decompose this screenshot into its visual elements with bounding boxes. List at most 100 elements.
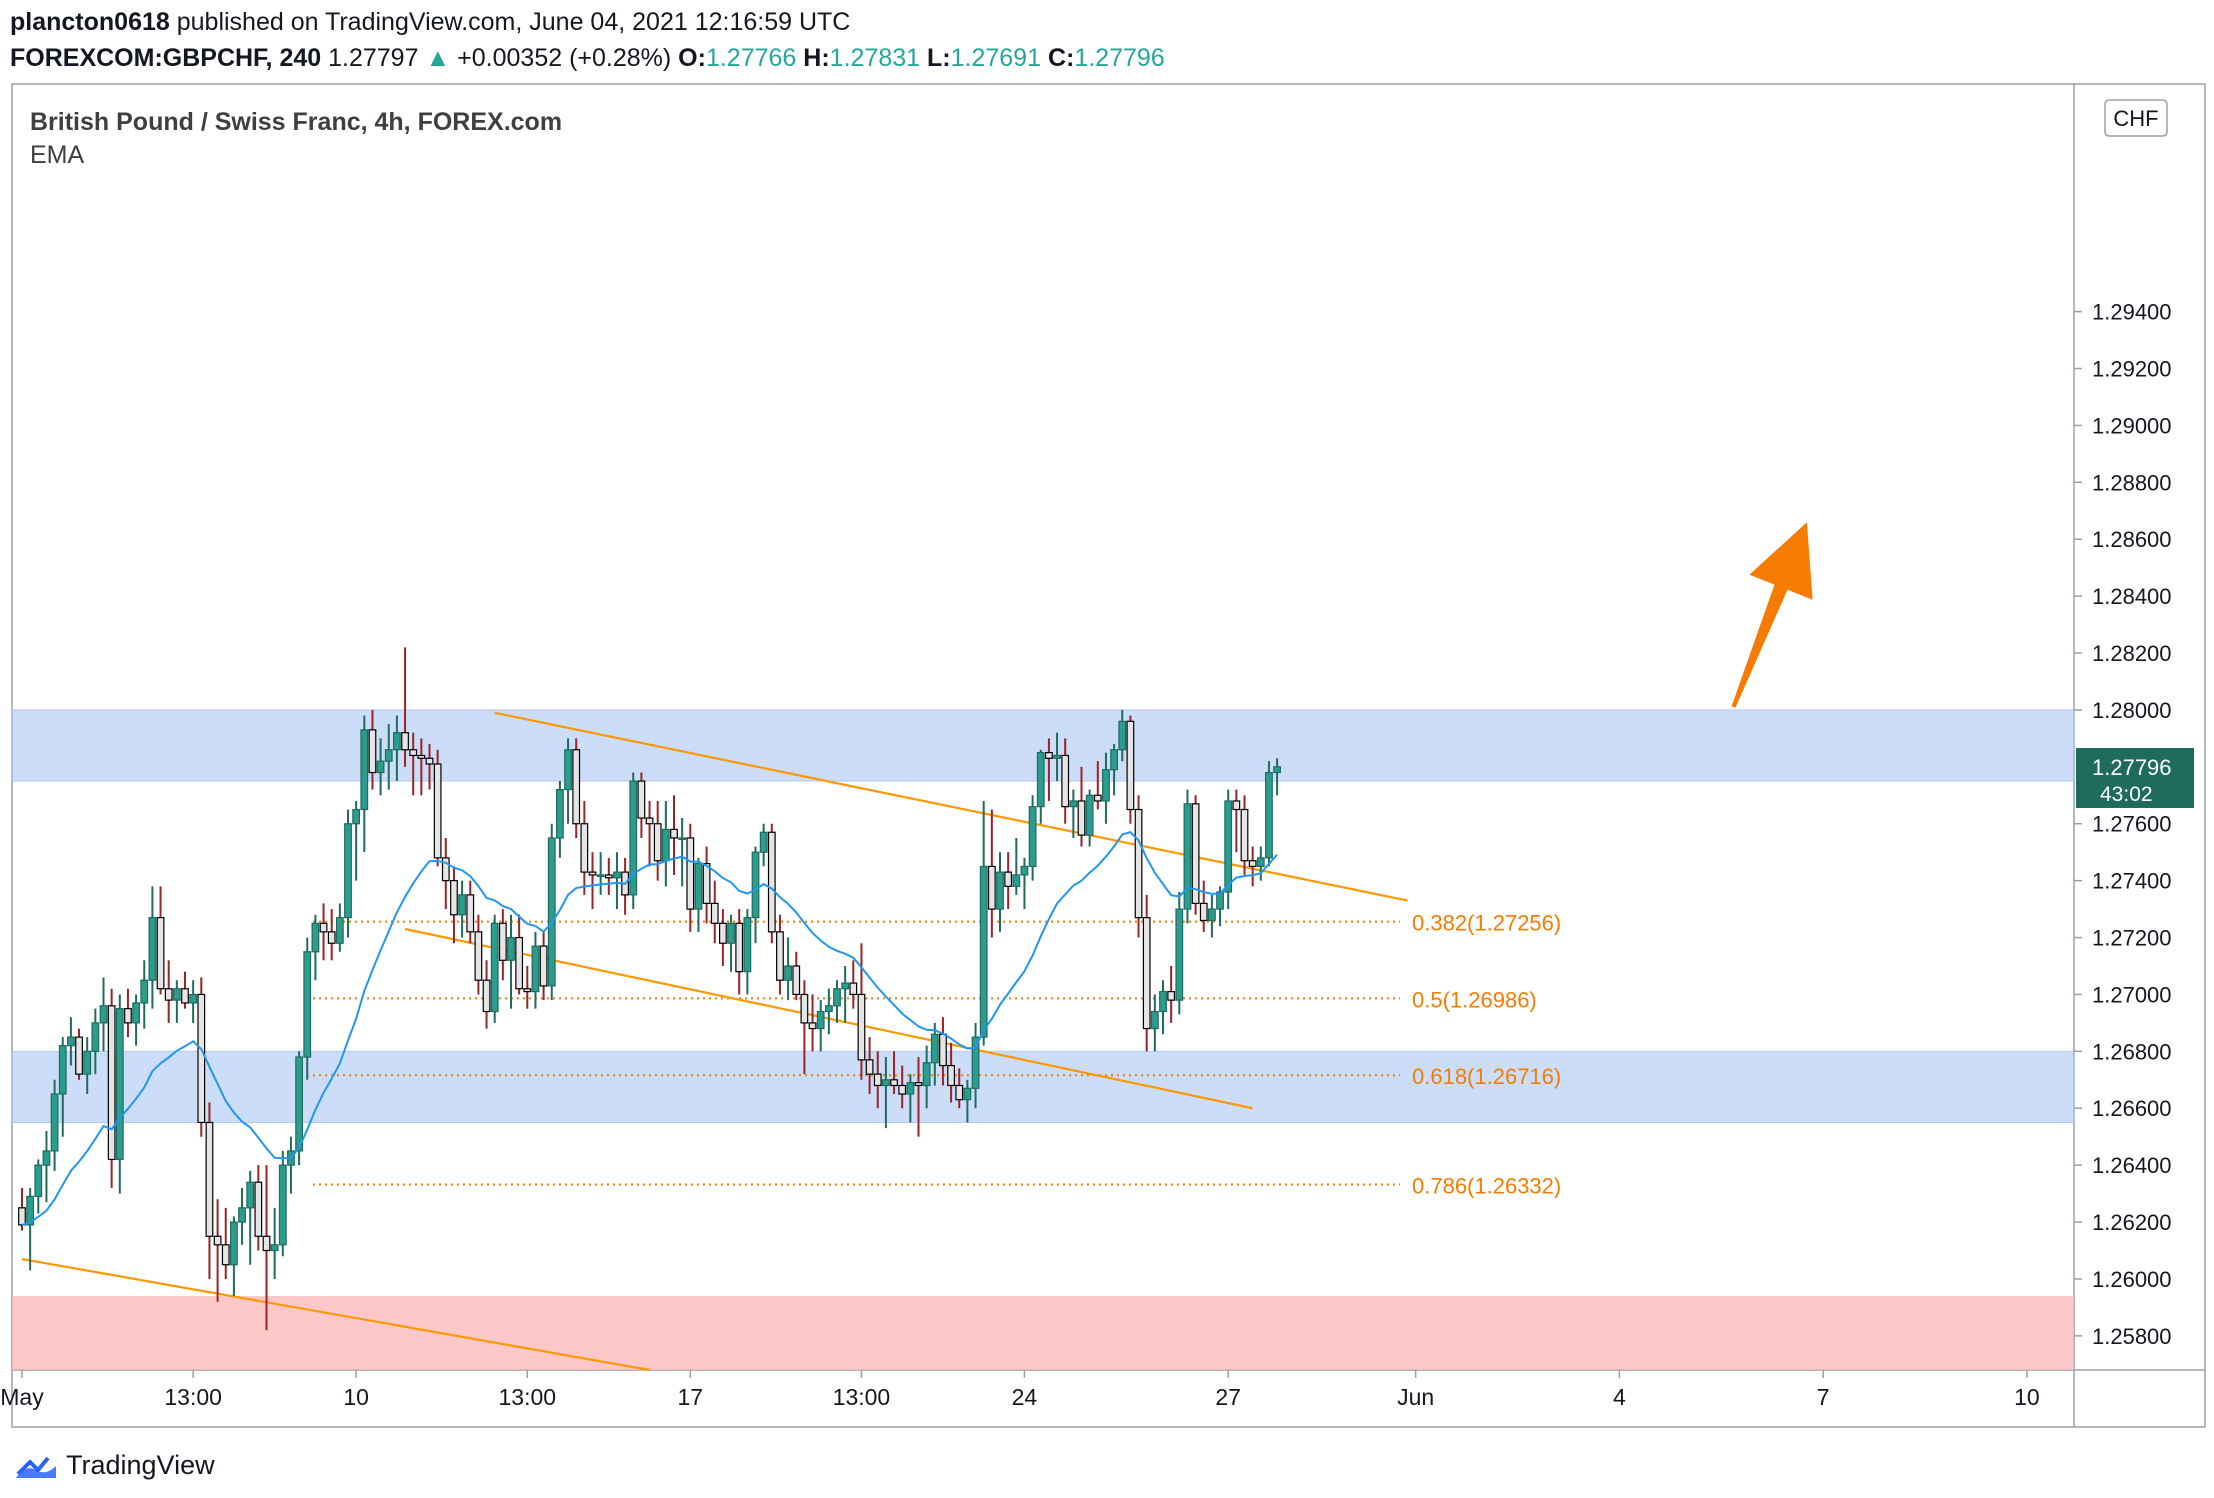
bear-candle: [319, 922, 328, 933]
bull-candle: [458, 894, 466, 916]
bear-candle: [1191, 803, 1200, 904]
x-tick-label: 17: [678, 1384, 704, 1410]
bull-candle: [816, 1010, 825, 1030]
y-tick-label: 1.29000: [2092, 413, 2172, 438]
bear-candle: [718, 922, 727, 944]
ema-line: [21, 830, 1278, 1226]
support-zone: [11, 1050, 2075, 1123]
trendline: [21, 1257, 650, 1372]
bull-candle: [833, 988, 841, 1007]
y-tick-label: 1.27200: [2092, 926, 2172, 951]
y-tick-label: 1.28400: [2092, 584, 2172, 609]
bear-candle: [890, 1079, 898, 1087]
bear-candle: [686, 837, 695, 910]
bull-candle: [50, 1093, 59, 1152]
bull-candle: [979, 865, 988, 1038]
y-tick-label: 1.28800: [2092, 470, 2172, 495]
trendline: [494, 711, 1408, 902]
bull-candle: [906, 1082, 915, 1095]
y-tick-label: 1.28200: [2092, 641, 2172, 666]
open-label: O:: [678, 44, 706, 72]
bull-candle: [1207, 908, 1216, 922]
bull-candle: [596, 874, 605, 878]
bear-candle: [221, 1244, 230, 1266]
bull-candle: [1036, 752, 1045, 808]
close-value: 1.27796: [1074, 44, 1165, 72]
bull-candle: [99, 1005, 108, 1024]
bear-candle: [1134, 808, 1143, 919]
last-price-tag: [2076, 747, 2194, 808]
y-tick-label: 1.28600: [2092, 527, 2172, 552]
author-name[interactable]: plancton0618: [10, 8, 170, 36]
bull-candle: [751, 851, 760, 919]
bear-candle: [702, 862, 711, 904]
bull-candle: [490, 922, 499, 1013]
bear-candle: [808, 1022, 817, 1030]
bear-candle: [653, 823, 662, 862]
indicator-label: EMA: [30, 141, 85, 169]
currency-label: CHF: [2113, 106, 2158, 131]
bull-candle: [1265, 771, 1273, 859]
bull-candle: [295, 1056, 303, 1152]
bear-candle: [197, 993, 206, 1124]
bull-candle: [1150, 1010, 1159, 1030]
bull-candle: [841, 982, 850, 990]
bull-candle: [246, 1181, 255, 1209]
bull-candle: [1085, 794, 1094, 836]
y-tick-label: 1.28000: [2092, 698, 2172, 723]
bull-candle: [376, 760, 385, 774]
currency-badge[interactable]: [2104, 99, 2168, 137]
bear-candle: [425, 757, 434, 765]
bull-candle: [1020, 865, 1029, 876]
bear-candle: [409, 749, 418, 757]
bull-candle: [1118, 720, 1127, 751]
bull-candle: [963, 1087, 972, 1101]
bear-candle: [156, 917, 165, 990]
bear-candle: [523, 988, 532, 993]
fib-label: 0.382(1.27256): [1412, 911, 1561, 936]
x-tick-label: 4: [1613, 1384, 1626, 1410]
bear-candle: [164, 988, 173, 1001]
fib-label: 0.5(1.26986): [1412, 987, 1537, 1012]
bear-candle: [898, 1084, 907, 1095]
countdown-label: 43:02: [2100, 783, 2153, 806]
x-tick-label: 13:00: [164, 1384, 222, 1410]
bull-candle: [360, 729, 369, 811]
bull-candle: [1175, 908, 1184, 1001]
bear-candle: [947, 1064, 955, 1087]
bear-candle: [604, 874, 613, 879]
y-tick-label: 1.27600: [2092, 812, 2172, 837]
y-tick-label: 1.29400: [2092, 300, 2172, 325]
bear-candle: [637, 780, 646, 819]
tradingview-footer[interactable]: TradingView: [14, 1450, 215, 1481]
last-price-label: 1.27796: [2092, 755, 2172, 780]
bear-candle: [588, 871, 597, 876]
bull-candle: [661, 828, 670, 862]
high-label: H:: [803, 44, 830, 72]
x-tick-label: Jun: [1397, 1384, 1434, 1410]
y-tick-label: 1.26400: [2092, 1153, 2172, 1178]
bull-candle: [34, 1164, 43, 1198]
bull-candle: [278, 1164, 287, 1246]
y-tick-label: 1.27000: [2092, 982, 2172, 1007]
change-value: +0.00352 (+0.28%): [457, 44, 672, 72]
x-tick-label: 24: [1012, 1384, 1038, 1410]
bull-candle: [1012, 874, 1021, 887]
tradingview-logo-icon: [16, 1456, 56, 1478]
bear-candle: [75, 1036, 83, 1075]
x-tick-label: May: [0, 1384, 44, 1410]
bear-candle: [1232, 800, 1241, 811]
last-price: 1.27797: [328, 44, 419, 72]
x-tick-label: 10: [343, 1384, 369, 1410]
bear-candle: [205, 1121, 214, 1237]
bear-candle: [498, 922, 507, 961]
bear-candle: [767, 831, 776, 933]
demand-zone: [12, 1296, 2074, 1370]
bull-candle: [335, 917, 344, 944]
x-tick-label: 27: [1215, 1384, 1241, 1410]
up-triangle-icon: ▲: [425, 44, 451, 72]
bull-candle: [352, 808, 361, 825]
bull-candle: [344, 823, 352, 919]
y-tick-label: 1.26800: [2092, 1039, 2172, 1064]
